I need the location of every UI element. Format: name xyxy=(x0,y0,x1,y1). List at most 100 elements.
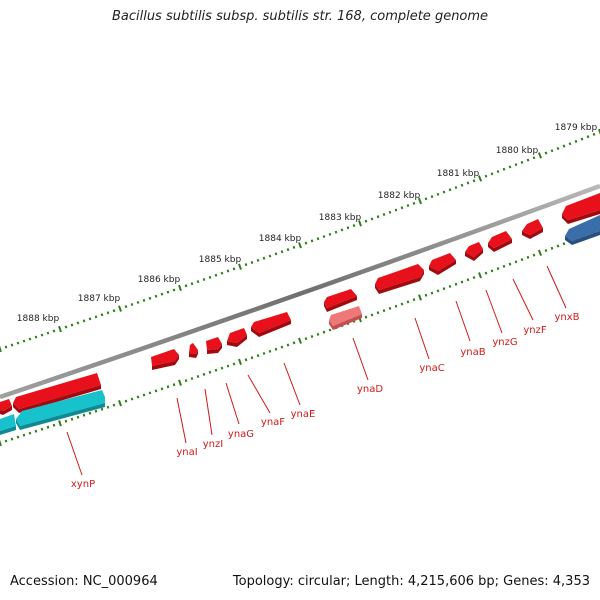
outer-tick-minor xyxy=(412,201,416,205)
inner-tick-minor xyxy=(16,435,20,439)
outer-tick-minor xyxy=(82,319,86,323)
outer-tick-minor xyxy=(304,241,308,245)
inner-tick-minor xyxy=(148,391,152,395)
inner-tick-minor xyxy=(292,341,296,345)
inner-tick-minor xyxy=(106,405,110,409)
outer-tick-minor xyxy=(226,269,230,273)
gene-label-ynzI[interactable]: ynzI xyxy=(203,439,223,450)
outer-tick-minor xyxy=(562,144,566,148)
inner-tick-major xyxy=(298,337,302,344)
scale-label-1886kbp: 1886 kbp xyxy=(138,275,181,285)
outer-tick-minor xyxy=(592,132,596,136)
gene-block-right[interactable] xyxy=(562,193,600,224)
inner-tick-major xyxy=(478,272,482,279)
inner-tick-minor xyxy=(166,385,170,389)
gene-ynaG[interactable] xyxy=(206,337,222,354)
gene-label-xynP[interactable]: xynP xyxy=(71,479,95,490)
outer-tick-minor xyxy=(526,158,530,162)
inner-tick-minor xyxy=(4,439,8,443)
gene-label-ynzG[interactable]: ynzG xyxy=(492,337,517,348)
gene-blue-right[interactable] xyxy=(565,215,600,245)
inner-tick-minor xyxy=(316,332,320,336)
gene-label-ynaF[interactable]: ynaF xyxy=(261,417,285,428)
outer-tick-minor xyxy=(514,163,518,167)
inner-tick-minor xyxy=(490,269,494,273)
outer-tick-minor xyxy=(430,195,434,199)
outer-tick-minor xyxy=(454,186,458,190)
outer-tick-minor xyxy=(388,210,392,214)
gene-ynzF[interactable] xyxy=(488,231,512,252)
accession-text: Accession: NC_000964 xyxy=(10,574,158,589)
outer-tick-minor xyxy=(466,181,470,185)
gene-ynaF[interactable] xyxy=(227,328,247,347)
inner-tick-minor xyxy=(562,242,566,246)
gene-ynaD-upper[interactable] xyxy=(324,289,357,312)
inner-tick-minor xyxy=(184,379,188,383)
gene-block-far-left[interactable] xyxy=(0,399,12,415)
inner-tick-minor xyxy=(454,282,458,286)
gene-ynaD-lower[interactable] xyxy=(329,306,362,330)
gene-ynaB[interactable] xyxy=(429,253,456,275)
gene-label-ynxB[interactable]: ynxB xyxy=(554,312,579,323)
outer-tick-minor xyxy=(202,277,206,282)
scale-label-1880kbp: 1880 kbp xyxy=(496,146,539,156)
gene-xynP[interactable] xyxy=(16,390,105,430)
outer-tick-minor xyxy=(220,271,224,275)
outer-tick-minor xyxy=(154,294,158,298)
gene-block-left[interactable] xyxy=(13,373,101,413)
inner-tick-minor xyxy=(502,264,506,268)
outer-tick-major xyxy=(537,152,543,159)
inner-tick-minor xyxy=(244,358,248,362)
outer-tick-minor xyxy=(352,224,356,228)
gene-label-ynzF[interactable]: ynzF xyxy=(523,325,547,336)
gene-ynaC[interactable] xyxy=(375,264,424,294)
inner-tick-minor xyxy=(388,306,392,310)
outer-tick-minor xyxy=(436,192,440,196)
inner-tick-minor xyxy=(544,249,548,253)
inner-tick-minor xyxy=(514,260,518,264)
outer-tick-minor xyxy=(490,172,494,176)
inner-tick-minor xyxy=(46,425,50,429)
gene-label-ynaC[interactable]: ynaC xyxy=(419,363,444,374)
gene-label-ynaI[interactable]: ynaI xyxy=(176,447,197,458)
inner-tick-minor xyxy=(526,255,530,259)
outer-tick-minor xyxy=(532,156,536,160)
outer-tick-minor xyxy=(586,135,590,139)
outer-tick-minor xyxy=(502,167,506,171)
outer-tick-minor xyxy=(28,337,32,341)
genome-summary-text: Topology: circular; Length: 4,215,606 bp… xyxy=(232,574,590,589)
outer-tick-minor xyxy=(208,275,212,279)
gene-label-ynaG[interactable]: ynaG xyxy=(228,429,254,440)
inner-tick-minor xyxy=(226,364,230,368)
gene-cyan-far-left[interactable] xyxy=(0,414,16,435)
inner-tick-minor xyxy=(520,258,524,262)
gene-ynzG[interactable] xyxy=(465,242,483,261)
inner-tick-minor xyxy=(124,399,128,403)
gene-label-ynaD[interactable]: ynaD xyxy=(357,384,383,395)
outer-tick-major xyxy=(178,284,182,292)
inner-tick-major xyxy=(58,420,62,427)
inner-tick-major xyxy=(0,439,2,447)
outer-tick-minor xyxy=(46,331,50,335)
inner-tick-minor xyxy=(304,337,308,341)
inner-tick-minor xyxy=(100,407,104,411)
gene-ynaE[interactable] xyxy=(251,312,291,337)
scale-label-1882kbp: 1882 kbp xyxy=(378,191,421,201)
genome-backbone xyxy=(0,183,600,400)
scale-label-1879kbp: 1879 kbp xyxy=(555,123,598,133)
outer-tick-minor xyxy=(544,151,548,155)
gene-label-ynaE[interactable]: ynaE xyxy=(291,409,316,420)
scale-label-1887kbp: 1887 kbp xyxy=(78,294,121,304)
scale-label-1884kbp: 1884 kbp xyxy=(259,234,302,244)
outer-tick-minor xyxy=(346,226,350,230)
inner-tick-minor xyxy=(550,246,554,250)
gene-ynxB[interactable] xyxy=(522,219,543,239)
scale-label-1888kbp: 1888 kbp xyxy=(17,314,60,324)
inner-tick-minor xyxy=(400,302,404,306)
gene-ynaI[interactable] xyxy=(151,349,179,370)
outer-tick-minor xyxy=(256,258,260,262)
gene-label-ynaB[interactable]: ynaB xyxy=(460,347,485,358)
inner-tick-minor xyxy=(172,383,176,387)
gene-ynzI[interactable] xyxy=(189,343,198,358)
outer-tick-minor xyxy=(244,263,248,267)
